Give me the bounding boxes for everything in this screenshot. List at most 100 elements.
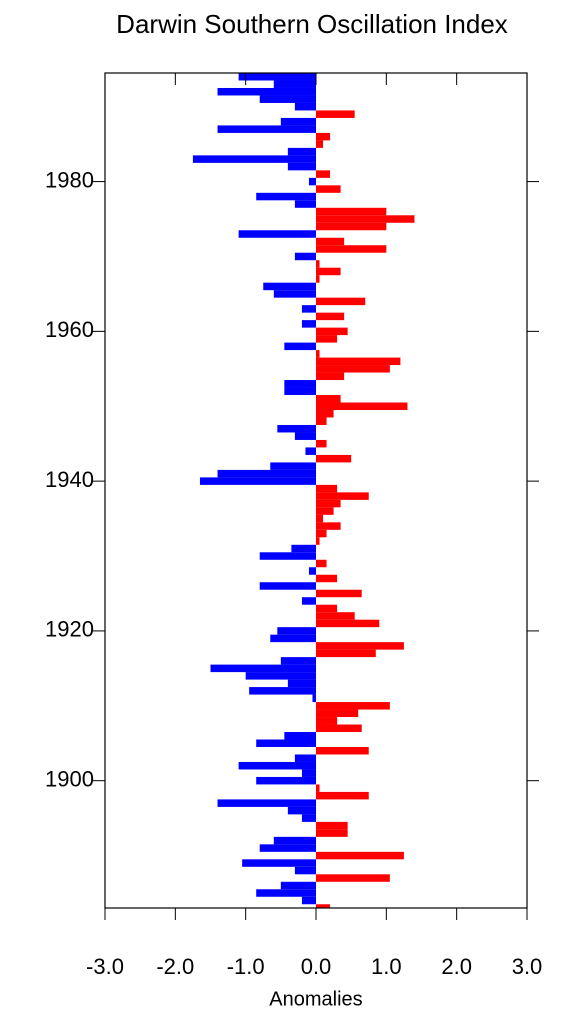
- bar: [316, 702, 390, 710]
- bar: [308, 567, 316, 575]
- y-tick-label: 1920: [45, 617, 94, 642]
- bar: [259, 844, 316, 852]
- y-tick-label: 1960: [45, 317, 94, 342]
- bar: [301, 597, 316, 605]
- bar: [294, 102, 316, 111]
- bar: [316, 851, 404, 860]
- bar: [301, 320, 316, 328]
- bar: [273, 836, 316, 845]
- bar: [263, 282, 316, 291]
- bar: [316, 904, 331, 908]
- bar: [294, 754, 316, 762]
- bar: [316, 395, 341, 403]
- bar: [294, 252, 316, 261]
- bar: [316, 372, 345, 381]
- bar: [301, 896, 316, 905]
- bar: [316, 417, 327, 425]
- bar: [316, 649, 376, 658]
- bar: [316, 484, 338, 493]
- bar: [312, 694, 316, 703]
- bar: [316, 791, 369, 800]
- bar: [291, 544, 316, 553]
- x-tick-label: 1.0: [371, 954, 402, 979]
- bar: [316, 350, 320, 358]
- bar: [316, 110, 355, 118]
- y-tick-label: 1940: [45, 467, 94, 492]
- bar: [280, 117, 316, 126]
- bar: [256, 192, 316, 201]
- bar: [308, 177, 316, 186]
- bar: [316, 829, 348, 837]
- bar: [316, 492, 369, 500]
- bar: [238, 761, 316, 770]
- bar: [294, 432, 316, 440]
- x-tick-label: -3.0: [86, 954, 124, 979]
- bar: [287, 679, 316, 688]
- bar: [316, 559, 327, 568]
- bar: [316, 522, 341, 530]
- bar: [270, 634, 316, 643]
- bar: [316, 439, 327, 448]
- bar: [277, 424, 316, 433]
- x-tick-label: 0.0: [301, 954, 332, 979]
- bar: [256, 889, 316, 897]
- bar: [242, 859, 316, 867]
- y-tick-label: 1900: [45, 767, 94, 792]
- bar: [316, 275, 320, 283]
- bar: [316, 529, 327, 538]
- bar: [316, 409, 334, 418]
- bar: [277, 627, 316, 635]
- bar: [316, 514, 324, 523]
- bar: [316, 746, 369, 755]
- bar: [287, 162, 316, 171]
- bar: [270, 462, 316, 470]
- bar: [316, 574, 338, 583]
- bar: [316, 612, 355, 620]
- bar: [316, 784, 320, 792]
- bar: [316, 207, 387, 216]
- bar: [259, 582, 316, 590]
- bar: [238, 230, 316, 238]
- bar: [316, 642, 404, 650]
- bar: [294, 866, 316, 875]
- bar: [259, 95, 316, 103]
- bar: [192, 155, 316, 163]
- x-tick-label: 3.0: [512, 954, 543, 979]
- bar: [284, 342, 316, 351]
- bar: [284, 387, 316, 396]
- bar: [316, 170, 331, 178]
- bar: [316, 215, 415, 223]
- bars: [192, 73, 415, 908]
- bar: [256, 776, 316, 785]
- x-tick-label: 2.0: [441, 954, 472, 979]
- bar: [316, 260, 320, 268]
- bar: [301, 769, 316, 777]
- bar: [217, 125, 316, 133]
- bar: [316, 245, 387, 253]
- bar: [316, 589, 362, 598]
- bar: [280, 881, 316, 890]
- bar: [316, 402, 408, 410]
- chart-title: Darwin Southern Oscillation Index: [116, 9, 508, 39]
- bar: [316, 222, 387, 231]
- bar: [316, 237, 345, 246]
- bar: [316, 454, 352, 463]
- bar: [316, 365, 390, 373]
- bar: [316, 874, 390, 882]
- bar: [316, 297, 366, 306]
- bar: [256, 739, 316, 747]
- bar: [273, 290, 316, 298]
- bar: [301, 305, 316, 313]
- bar: [273, 80, 316, 88]
- bar: [316, 709, 359, 718]
- x-axis-label: Anomalies: [269, 988, 362, 1010]
- bar: [217, 87, 316, 96]
- x-tick-label: -1.0: [227, 954, 265, 979]
- bar: [301, 814, 316, 822]
- bar: [210, 664, 316, 673]
- bar: [316, 140, 324, 148]
- bar: [287, 806, 316, 815]
- bar: [316, 717, 338, 725]
